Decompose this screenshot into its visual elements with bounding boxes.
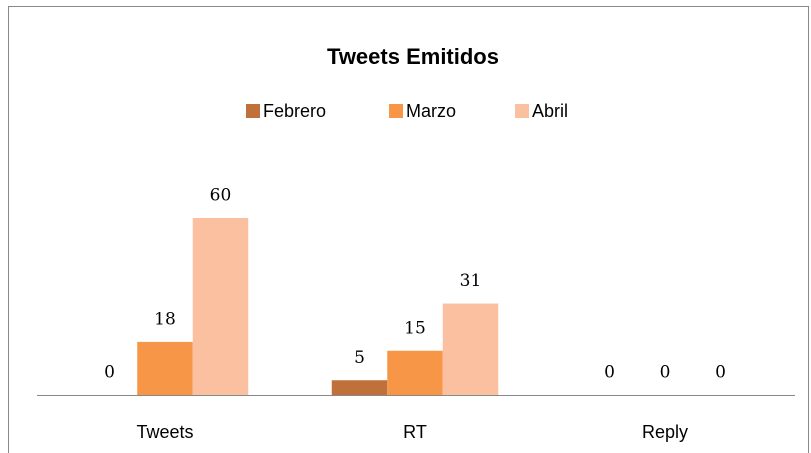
legend-label: Marzo xyxy=(406,101,456,121)
x-tick-label: Tweets xyxy=(136,422,193,442)
bar xyxy=(192,218,249,395)
data-label: 0 xyxy=(715,363,726,383)
data-label: 0 xyxy=(604,363,615,383)
chart-title: Tweets Emitidos xyxy=(327,44,499,69)
legend-swatch xyxy=(515,104,529,118)
data-label: 5 xyxy=(354,348,365,368)
bar xyxy=(331,380,388,395)
legend-label: Febrero xyxy=(263,101,326,121)
legend-swatch xyxy=(246,104,260,118)
x-tick-label: RT xyxy=(403,422,427,442)
bar xyxy=(442,303,499,395)
data-label: 0 xyxy=(104,363,115,383)
bar xyxy=(387,350,443,395)
legend-label: Abril xyxy=(532,101,568,121)
data-label: 0 xyxy=(660,363,671,383)
data-label: 15 xyxy=(404,318,426,338)
data-label: 18 xyxy=(154,309,176,329)
data-label: 60 xyxy=(210,186,232,206)
data-label: 31 xyxy=(460,271,482,291)
legend-swatch xyxy=(389,104,403,118)
bar xyxy=(137,341,193,395)
x-tick-label: Reply xyxy=(642,422,688,442)
